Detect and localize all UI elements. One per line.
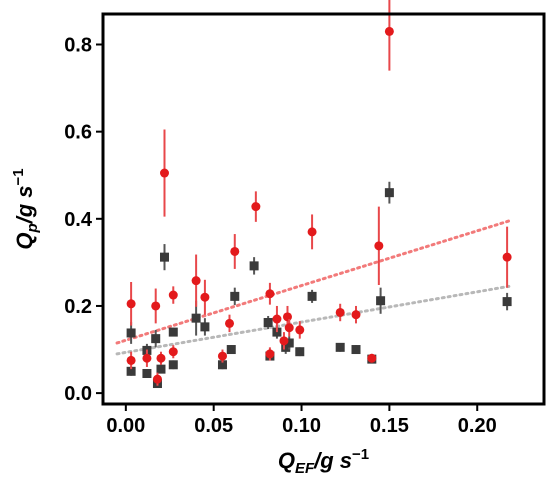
data-point [156,364,166,374]
y-axis-label-unit: /g s [12,185,37,224]
data-point [126,355,136,365]
x-tick-label: 0.00 [106,415,145,437]
x-axis-label-superscript: −1 [352,446,369,463]
data-point [152,374,162,384]
fit-lines [115,219,511,356]
data-point [168,347,178,357]
data-point [307,291,317,301]
data-point [230,291,240,301]
y-axis-label-superscript: −1 [10,168,27,185]
y-tick-label: 0.6 [64,122,92,144]
data-point [384,188,394,198]
data-series [126,0,512,389]
data-point [351,345,361,355]
data-point [279,336,289,346]
data-point [251,202,261,212]
data-point [142,368,152,378]
data-point [151,334,161,344]
data-point [151,301,161,311]
x-tick-label: 0.10 [282,415,321,437]
data-point [307,227,317,237]
data-point [226,345,236,355]
x-axis-label-main: Q [278,448,295,473]
data-point [263,318,273,328]
data-point [335,342,345,352]
data-point [249,261,259,271]
x-tick-label: 0.20 [458,415,497,437]
data-point [284,323,294,333]
data-point [191,313,201,323]
data-point [126,366,136,376]
data-point [168,360,178,370]
series-2 [126,181,512,389]
data-point [374,241,384,251]
data-point [200,292,210,302]
data-point [191,276,201,286]
data-point [225,318,235,328]
x-tick-label: 0.15 [370,415,409,437]
data-point [376,296,386,306]
data-point [295,325,305,335]
data-point [502,252,512,262]
y-axis-label: Qp/g s−1 [10,168,41,249]
data-point [159,168,169,178]
data-point [126,328,136,338]
y-tick-label: 0.8 [64,35,92,57]
data-point [265,349,275,359]
data-point [168,290,178,300]
data-point [126,299,136,309]
data-point [168,327,178,337]
data-point [142,353,152,363]
data-point [265,289,275,299]
series-1 [126,0,512,386]
y-tick-label: 0.2 [64,296,92,318]
y-axis-label-subscript: p [24,223,41,233]
fit-line-1 [115,219,511,345]
y-axis: 0.0 0.2 0.4 0.6 0.8 [64,35,103,405]
data-point [502,297,512,307]
data-point [384,26,394,36]
x-tick-label: 0.05 [194,415,233,437]
data-point [351,310,361,320]
y-axis-label-main: Q [12,233,37,250]
data-point [230,246,240,256]
y-tick-label: 0.0 [64,383,92,405]
y-tick-label: 0.4 [64,209,93,231]
data-point [156,353,166,363]
data-point [335,307,345,317]
data-point [272,314,282,324]
data-point [217,360,227,370]
x-axis-label: QEF/g s−1 [278,446,369,477]
data-point [284,338,294,348]
data-point [159,252,169,262]
x-axis-label-subscript: EF [295,460,315,477]
x-axis-label-unit: /g s [313,448,352,473]
data-point [200,322,210,332]
plot-frame [101,12,546,406]
fit-line-2 [115,284,511,356]
data-point [367,353,377,363]
data-point [295,347,305,357]
data-point [282,312,292,322]
data-point [217,351,227,361]
x-axis: 0.00 0.05 0.10 0.15 0.20 [106,404,497,437]
